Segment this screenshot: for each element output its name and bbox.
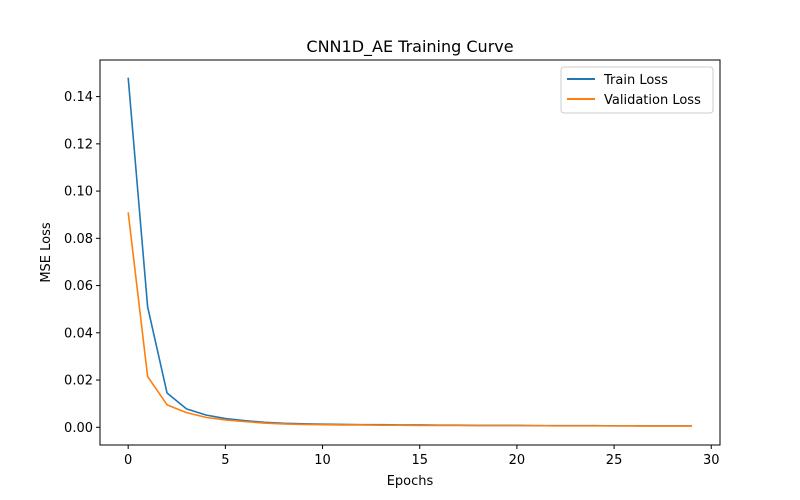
legend-box — [560, 66, 714, 114]
y-tick-label: 0.06 — [64, 279, 93, 294]
y-tick-label: 0.10 — [64, 185, 93, 200]
chart-title: CNN1D_AE Training Curve — [306, 37, 513, 57]
series-line-validation-loss — [127, 212, 692, 427]
legend: Train Loss Validation Loss — [560, 66, 714, 114]
y-tick-label: 0.02 — [64, 374, 93, 389]
y-axis-title: MSE Loss — [39, 222, 54, 283]
y-tick-label: 0.12 — [64, 137, 93, 152]
x-tick-label: 30 — [703, 453, 720, 468]
y-tick-label: 0.08 — [64, 232, 93, 247]
x-tick-label: 0 — [124, 453, 132, 468]
x-axis-title: Epochs — [387, 474, 434, 489]
y-axis: 0.00 0.02 0.04 0.06 0.08 0.10 0.12 0.14 — [64, 90, 100, 436]
legend-label-train-loss: Train Loss — [603, 73, 668, 88]
x-tick-label: 5 — [221, 453, 229, 468]
y-tick-label: 0.04 — [64, 326, 93, 341]
x-tick-label: 10 — [314, 453, 331, 468]
plot-area — [99, 59, 721, 446]
x-axis: 0 5 10 15 20 25 30 — [124, 445, 720, 468]
series-lines — [127, 77, 692, 427]
x-tick-label: 15 — [411, 453, 428, 468]
x-tick-label: 25 — [606, 453, 623, 468]
x-tick-label: 20 — [509, 453, 526, 468]
y-tick-label: 0.14 — [64, 90, 93, 105]
legend-label-validation-loss: Validation Loss — [604, 93, 701, 108]
y-tick-label: 0.00 — [64, 421, 93, 436]
